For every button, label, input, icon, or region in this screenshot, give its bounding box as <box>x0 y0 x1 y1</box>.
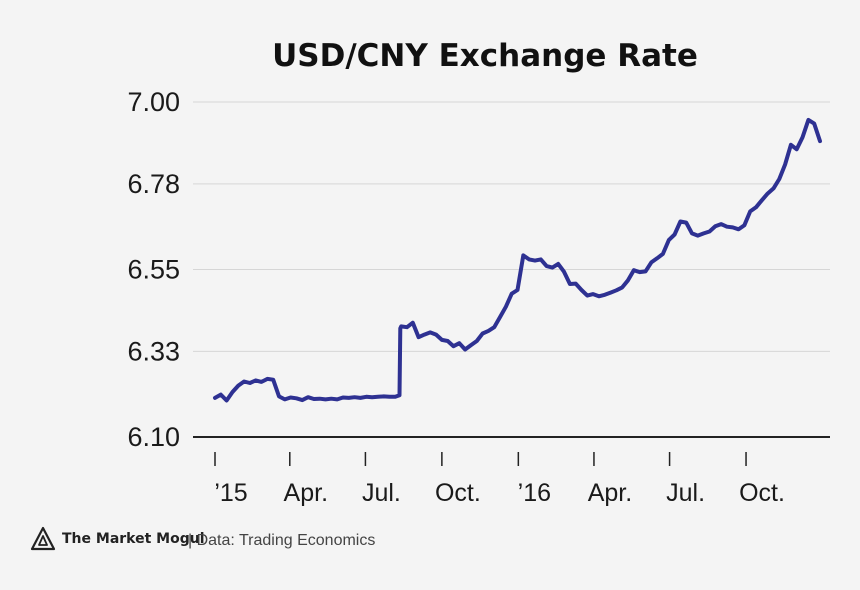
y-tick-label: 6.33 <box>127 336 180 366</box>
x-tick-label: Jul. <box>362 479 401 507</box>
x-tick-label: Oct. <box>739 479 785 507</box>
y-axis-ticks: 6.10 6.33 6.55 6.78 7.00 <box>127 87 180 452</box>
y-tick-label: 6.55 <box>127 255 180 285</box>
footer-brand: The Market Mogul <box>62 531 205 547</box>
footer-source: | Data: Trading Economics <box>188 532 376 549</box>
x-tick-label: ’15 <box>214 479 247 507</box>
y-tick-label: 7.00 <box>127 87 180 117</box>
y-tick-label: 6.10 <box>127 422 180 452</box>
x-axis-ticks: ’15 Apr. Jul. Oct. ’16 Apr. Jul. Oct. <box>214 452 785 507</box>
x-tick-label: Jul. <box>666 479 705 507</box>
x-tick-label: Oct. <box>435 479 481 507</box>
gridlines <box>193 101 830 352</box>
x-tick-label: Apr. <box>588 479 632 507</box>
y-tick-label: 6.78 <box>127 169 180 199</box>
x-tick-label: Apr. <box>284 479 328 507</box>
line-chart: USD/CNY Exchange Rate 6.10 6.33 6.55 6.78 7.… <box>127 38 830 507</box>
series-line <box>213 117 822 403</box>
market-mogul-logo-icon <box>30 526 56 551</box>
series-group <box>213 117 822 403</box>
chart-title: USD/CNY Exchange Rate <box>272 38 698 74</box>
x-tick-label: ’16 <box>518 479 551 507</box>
